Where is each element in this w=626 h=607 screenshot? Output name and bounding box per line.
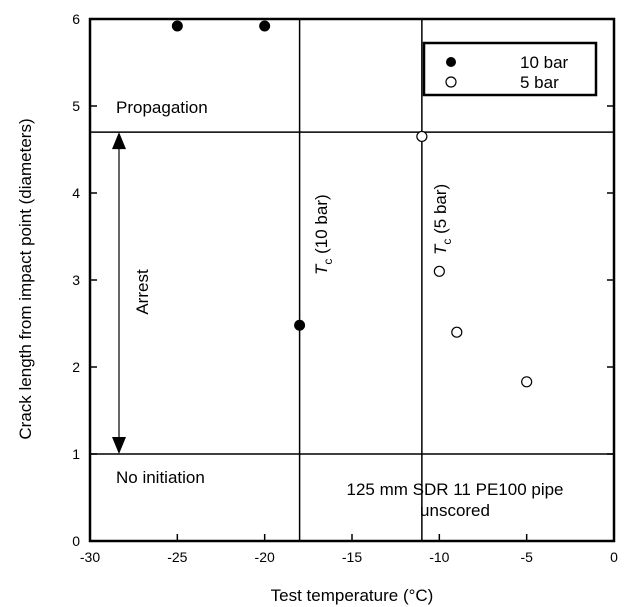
legend-label-10bar: 10 bar: [520, 53, 569, 72]
data-point-10bar: [259, 20, 271, 32]
y-axis-title: Crack length from impact point (diameter…: [16, 118, 35, 439]
x-tick-label: -15: [342, 549, 362, 565]
arrest-arrow-head-up: [112, 132, 126, 150]
x-tick-label: -10: [429, 549, 449, 565]
data-point-10bar: [171, 20, 183, 32]
data-point-5bar: [451, 326, 463, 338]
y-tick-label: 1: [72, 446, 80, 462]
y-tick-label: 2: [72, 359, 80, 375]
tc-10bar-label: Tc (10 bar): [312, 194, 335, 275]
pipe-annotation-line1: 125 mm SDR 11 PE100 pipe: [346, 480, 563, 499]
y-tick-label: 3: [72, 272, 80, 288]
legend-marker-5bar: [445, 76, 457, 88]
data-point-10bar: [294, 319, 306, 331]
propagation-label: Propagation: [116, 98, 208, 117]
legend-label-5bar: 5 bar: [520, 73, 559, 92]
x-tick-label: -25: [167, 549, 187, 565]
arrest-arrow-head-down: [112, 437, 126, 454]
y-tick-label: 6: [72, 11, 80, 27]
data-point-5bar: [521, 376, 533, 388]
arrest-label: Arrest: [133, 269, 152, 315]
x-tick-label: -5: [520, 549, 533, 565]
y-tick-label: 4: [72, 185, 80, 201]
x-tick-label: -30: [80, 549, 100, 565]
data-point-5bar: [433, 265, 445, 277]
x-axis-title: Test temperature (°C): [271, 586, 434, 605]
y-tick-label: 5: [72, 98, 80, 114]
data-point-5bar: [416, 130, 428, 143]
tc-5bar-label: Tc (5 bar): [431, 184, 454, 255]
legend: 10 bar 5 bar: [422, 41, 598, 97]
pipe-annotation-line2: unscored: [420, 501, 490, 520]
y-tick-label: 0: [72, 533, 80, 549]
x-tick-label: 0: [610, 549, 618, 565]
legend-marker-10bar: [446, 57, 456, 67]
no-initiation-label: No initiation: [116, 468, 205, 487]
x-tick-label: -20: [255, 549, 275, 565]
